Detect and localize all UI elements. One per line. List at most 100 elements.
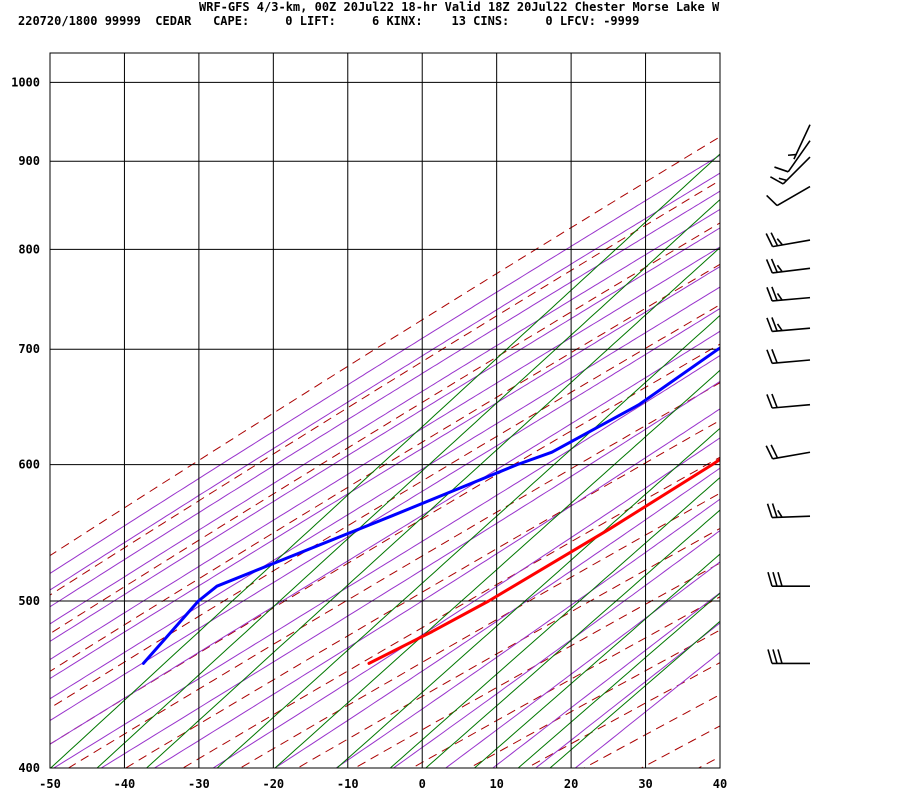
wind-barb <box>767 649 810 665</box>
dry-adiabat-line <box>756 53 900 768</box>
pressure-tick-label: 900 <box>18 154 40 168</box>
wind-barb-feather <box>777 509 783 518</box>
wind-barb <box>766 286 811 302</box>
wind-barb <box>770 156 811 185</box>
dry-adiabat-line <box>469 629 720 768</box>
wind-barb-feather <box>770 176 784 185</box>
wind-barb-feather <box>767 649 773 664</box>
pressure-axis: 400 500 600 700 800 900 1000 <box>11 75 40 775</box>
temperature-tick-label: 10 <box>489 777 503 791</box>
mixing-ratio-line <box>50 153 720 768</box>
wind-barb <box>787 124 811 160</box>
pressure-tick-label: 500 <box>18 594 40 608</box>
wind-barb-feather <box>765 445 774 460</box>
moist-adiabat-line <box>574 651 720 768</box>
wind-barb-staff <box>772 451 811 460</box>
wind-barb <box>766 185 811 207</box>
wind-barb-staff <box>772 239 811 248</box>
dry-adiabat-line <box>50 222 720 635</box>
wind-barb <box>765 258 811 274</box>
wind-barb-feather <box>777 571 783 587</box>
mixing-ratio-line <box>425 509 720 768</box>
wind-barb-feather <box>766 349 773 364</box>
wind-barb-feather <box>774 166 789 173</box>
wind-barb-feather <box>777 649 783 664</box>
pressure-tick-label: 1000 <box>11 75 40 89</box>
moist-adiabat-line <box>53 354 720 768</box>
pressure-tick-label: 600 <box>18 458 40 472</box>
sounding-series <box>141 346 720 665</box>
moist-adiabat-line <box>212 437 720 768</box>
wind-barb-staff <box>772 359 811 365</box>
moist-adiabat-line <box>50 286 720 700</box>
wind-barb-feather <box>765 233 774 247</box>
dry-adiabat-line <box>50 179 720 596</box>
wind-barb <box>766 317 811 333</box>
wind-barb-staff <box>772 403 811 409</box>
dry-adiabat-line <box>240 492 720 768</box>
wind-barb-feather <box>766 317 773 332</box>
mixing-ratio-line <box>274 369 720 768</box>
dry-adiabat-line <box>813 53 900 768</box>
wind-barb <box>766 503 811 519</box>
mixing-ratio-line <box>96 198 720 768</box>
mixing-ratio-line <box>474 553 720 768</box>
wind-barb-feather <box>772 649 778 664</box>
wind-barb-feather <box>766 287 773 302</box>
dry-adiabat-line <box>297 527 720 768</box>
dry-adiabat-line <box>50 263 720 672</box>
wind-barb <box>766 349 811 365</box>
wind-barb-feather <box>771 503 778 518</box>
wind-barb <box>765 444 811 460</box>
temperature-tick-label: -50 <box>39 777 61 791</box>
temperature-profile-line <box>367 457 720 665</box>
pressure-tick-label: 700 <box>18 342 40 356</box>
moist-adiabat-line <box>50 227 720 642</box>
moist-adiabat-line <box>50 190 720 608</box>
temperature-tick-label: -40 <box>114 777 136 791</box>
mixing-ratio-line <box>389 476 720 768</box>
wind-barb-feather <box>776 264 783 273</box>
mixing-ratio-line <box>146 246 720 768</box>
wind-barb-feather <box>771 317 778 332</box>
pressure-tick-label: 400 <box>18 761 40 775</box>
wind-barb-staff <box>772 327 811 333</box>
temperature-tick-label: 0 <box>419 777 426 791</box>
temperature-tick-label: 30 <box>638 777 652 791</box>
dry-adiabat-line <box>50 136 720 557</box>
wind-barb-feather <box>776 323 783 332</box>
moist-adiabat-line <box>154 408 720 768</box>
wind-barb <box>774 140 811 173</box>
temperature-tick-label: -10 <box>337 777 359 791</box>
moist-adiabat-line <box>50 246 720 661</box>
mixing-ratio-line <box>549 620 720 768</box>
moist-adiabat-line <box>274 467 720 768</box>
dry-adiabat-line <box>871 53 900 768</box>
wind-barbs <box>765 124 811 665</box>
mixing-ratio-line <box>216 314 720 768</box>
wind-barb-feather <box>770 444 779 459</box>
moist-adiabat-line <box>50 172 720 591</box>
wind-barb-staff <box>772 296 811 302</box>
wind-barb-staff <box>776 185 811 207</box>
mixing-ratio-line <box>336 427 720 768</box>
moist-adiabat-line <box>50 307 720 722</box>
wind-barb-staff <box>771 515 811 519</box>
wind-barb-feather <box>776 238 784 246</box>
moist-adiabat-line <box>50 154 720 575</box>
wind-barb-feather <box>771 349 778 364</box>
wind-barb-feather <box>771 286 778 301</box>
wind-barb-staff <box>782 156 811 185</box>
sounding-title: WRF-GFS 4/3-km, 00Z 20Jul22 18-hr Valid … <box>199 0 720 14</box>
grid-lines <box>49 53 721 769</box>
wind-barb-staff <box>793 124 811 160</box>
wind-barb-feather <box>778 177 787 182</box>
wind-barb-feather <box>771 393 778 408</box>
moist-adiabat-line <box>393 529 720 768</box>
temperature-tick-label: 20 <box>564 777 578 791</box>
wind-barb-feather <box>767 571 773 587</box>
wind-barb-feather <box>776 292 783 301</box>
wind-barb <box>766 393 811 409</box>
background-lines <box>50 53 900 768</box>
dry-adiabat-line <box>698 756 720 768</box>
